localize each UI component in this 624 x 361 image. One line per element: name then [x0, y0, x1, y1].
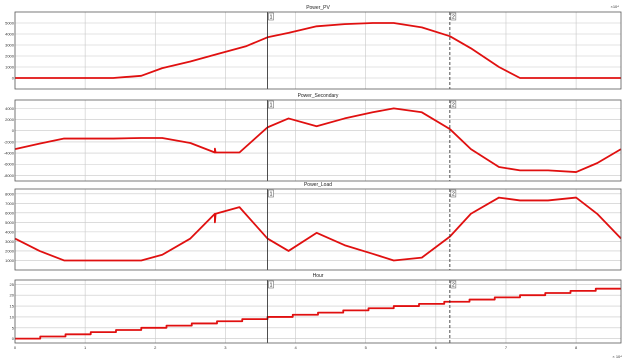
power-load-border: [14, 188, 622, 271]
hour-series-line: [15, 287, 621, 340]
cursor-2-label: 2: [452, 103, 455, 109]
hour-ytick-label: 5: [12, 325, 15, 330]
power-load-ytick-label: 2000: [5, 248, 15, 253]
cursor-1-label: 1: [270, 15, 273, 21]
power-secondary-border: [14, 99, 622, 182]
x-tick-label: 7: [505, 345, 508, 350]
power-load-title: Power_Load: [304, 182, 332, 188]
power-load-series-line: [14, 196, 622, 262]
power-pv-ytick-label: 3000: [5, 43, 15, 48]
power-secondary-ytick-label: -4000: [4, 151, 15, 156]
cursor-1-label-box: [268, 189, 274, 198]
hour-border: [14, 279, 622, 344]
hour-ytick-label: 10: [10, 314, 15, 319]
cursor-2-label: 2: [452, 15, 455, 21]
power-load-ytick-label: 7000: [5, 201, 15, 206]
hour-ytick-label: 15: [10, 304, 15, 309]
power-pv-ytick-label: 1000: [5, 65, 15, 70]
x-tick-label: 1: [84, 345, 87, 350]
power-pv-title: Power_PV: [306, 5, 330, 11]
x-tick-label: 0: [14, 345, 17, 350]
power-pv-ytick-label: 0: [12, 76, 15, 81]
cursor-1-label-box: [268, 280, 274, 289]
hour-ytick-label: 0: [12, 336, 15, 341]
power-secondary-ytick-label: -8000: [4, 173, 15, 178]
power-pv-plot-area: [15, 12, 621, 89]
x-tick-label: 8: [575, 345, 578, 350]
x-tick-label: 5: [365, 345, 368, 350]
cursor-1-label: 1: [270, 283, 273, 289]
power-load-ytick-label: 8000: [5, 191, 15, 196]
hour-ytick-label: 25: [10, 282, 15, 287]
power-secondary-ytick-label: -2000: [4, 139, 15, 144]
hour-plot-area: [15, 280, 621, 343]
power-pv-ytick-label: 4000: [5, 32, 15, 37]
cursor-2-label-box: [450, 189, 457, 198]
x-tick-label: 4: [294, 345, 297, 350]
power-pv-ytick-label: 5000: [5, 21, 15, 26]
power-pv-series-line: [15, 22, 621, 79]
power-load-ytick-label: 5000: [5, 220, 15, 225]
power-secondary-ytick-label: -6000: [4, 162, 15, 167]
cursor-1-label: 1: [270, 103, 273, 109]
cursor-2-label: 2: [452, 283, 455, 289]
cursor-1-label: 1: [270, 192, 273, 198]
cursor-1-label-box: [268, 12, 274, 21]
x-tick-label: 3: [224, 345, 227, 350]
power-pv-border: [14, 11, 622, 90]
x-tick-label: 6: [435, 345, 438, 350]
power-secondary-title: Power_Secondary: [298, 93, 339, 99]
power-secondary-ytick-label: 0: [12, 128, 15, 133]
power-secondary-ytick-label: 4000: [5, 106, 15, 111]
x-tick-label: 2: [154, 345, 157, 350]
cursor-2-label-box: [450, 12, 457, 21]
power-load-ytick-label: 3000: [5, 239, 15, 244]
power-load-plot-area: [15, 189, 621, 270]
hour-ytick-label: 20: [10, 293, 15, 298]
power-secondary-series-line: [14, 107, 622, 173]
power-load-ytick-label: 4000: [5, 229, 15, 234]
corner-label: ×10⁴: [610, 4, 619, 9]
cursor-2-label-box: [450, 280, 457, 289]
power-load-ytick-label: 1000: [5, 258, 15, 263]
power-secondary-plot-area: [15, 100, 621, 181]
power-load-ytick-label: 6000: [5, 210, 15, 215]
power-secondary-ytick-label: 2000: [5, 117, 15, 122]
power-pv-ytick-label: 2000: [5, 54, 15, 59]
hour-title: Hour: [313, 273, 324, 279]
cursor-2-label-box: [450, 100, 457, 109]
cursor-2-label: 2: [452, 192, 455, 198]
cursor-1-label-box: [268, 100, 274, 109]
x-axis-exponent: × 10⁴: [612, 354, 622, 359]
